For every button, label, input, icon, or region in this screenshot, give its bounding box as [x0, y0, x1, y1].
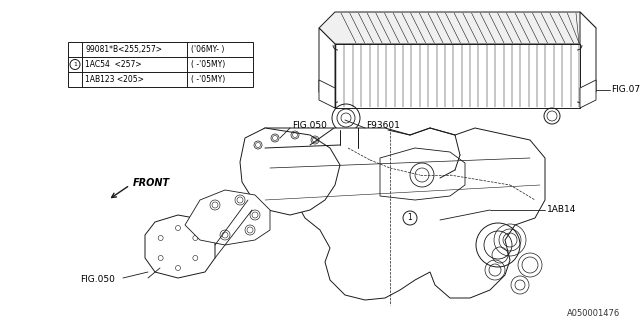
- Text: FIG.050: FIG.050: [80, 276, 115, 284]
- Text: ('06MY- ): ('06MY- ): [191, 45, 225, 54]
- Polygon shape: [145, 215, 215, 278]
- Bar: [68, 42, 253, 87]
- Polygon shape: [319, 28, 335, 108]
- Text: 1AC54  <257>: 1AC54 <257>: [85, 60, 141, 69]
- Text: F93601: F93601: [366, 122, 400, 131]
- Polygon shape: [248, 128, 545, 300]
- Text: 1: 1: [73, 62, 77, 67]
- Text: ( -'05MY): ( -'05MY): [191, 60, 225, 69]
- Polygon shape: [580, 80, 596, 108]
- Text: FRONT: FRONT: [133, 178, 170, 188]
- Polygon shape: [380, 148, 465, 200]
- Text: 99081*B<255,257>: 99081*B<255,257>: [85, 45, 162, 54]
- Text: 1AB14: 1AB14: [547, 205, 577, 214]
- Polygon shape: [580, 12, 596, 108]
- Text: A050001476: A050001476: [567, 308, 620, 317]
- Polygon shape: [319, 80, 335, 108]
- Text: FIG.050: FIG.050: [292, 122, 327, 131]
- Text: ( -'05MY): ( -'05MY): [191, 75, 225, 84]
- Polygon shape: [185, 190, 270, 245]
- Polygon shape: [319, 12, 596, 44]
- Polygon shape: [240, 128, 340, 215]
- Polygon shape: [335, 44, 580, 108]
- Text: 1AB123 <205>: 1AB123 <205>: [85, 75, 144, 84]
- Text: 1: 1: [408, 213, 412, 222]
- Text: FIG.072: FIG.072: [611, 85, 640, 94]
